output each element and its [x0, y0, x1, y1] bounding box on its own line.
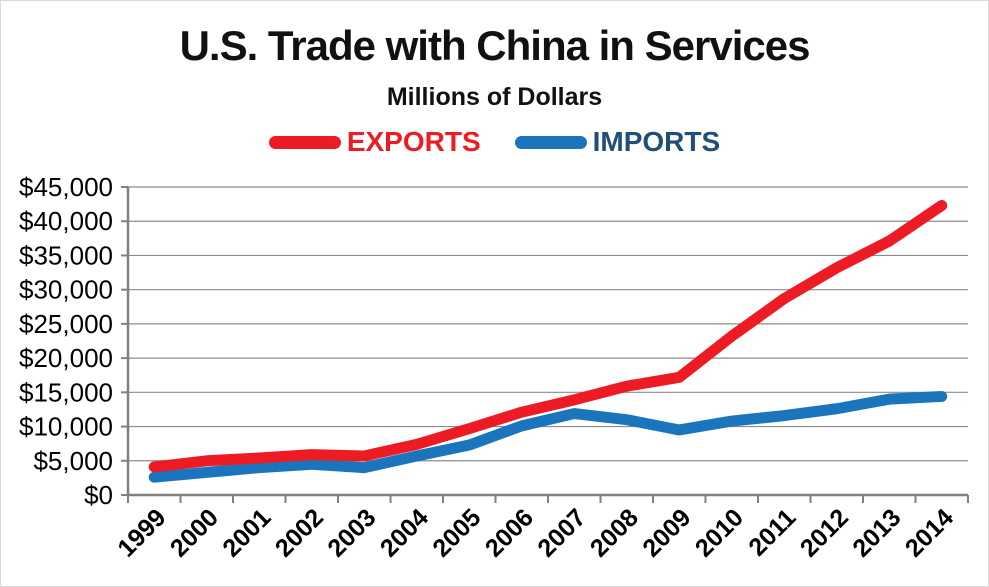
- x-tick-label: 2009: [637, 503, 696, 562]
- y-tick-label: $10,000: [19, 412, 113, 442]
- legend-item-exports: EXPORTS: [268, 126, 481, 157]
- y-tick-label: $20,000: [19, 343, 113, 373]
- x-tick-label: 2005: [427, 503, 486, 562]
- chart-subtitle: Millions of Dollars: [386, 83, 603, 111]
- x-tick-label: 2004: [375, 503, 434, 562]
- imports-line-swatch: [514, 135, 587, 149]
- y-tick-label: $0: [84, 480, 113, 510]
- axes: [121, 186, 969, 503]
- x-tick-label: 2003: [322, 503, 381, 562]
- exports-line-swatch: [268, 135, 341, 149]
- x-tick-label: 2008: [585, 503, 644, 562]
- x-tick-label: 2011: [743, 503, 801, 561]
- legend-label-exports: EXPORTS: [346, 126, 481, 157]
- x-tick-label: 2014: [900, 503, 959, 562]
- y-tick-label: $40,000: [19, 206, 113, 236]
- x-tick-label: 2010: [690, 503, 749, 562]
- y-tick-label: $25,000: [19, 309, 113, 339]
- x-tick-label: 2013: [847, 503, 906, 562]
- y-tick-label: $45,000: [19, 172, 113, 202]
- y-tick-label: $15,000: [19, 377, 113, 407]
- legend-item-imports: IMPORTS: [514, 126, 721, 157]
- x-tick-label: 2012: [795, 503, 854, 562]
- legend: EXPORTS IMPORTS: [1, 128, 988, 156]
- x-tick-label: 2006: [480, 503, 539, 562]
- x-tick-labels: 1999200020012002200320042005200620072008…: [112, 503, 959, 562]
- x-tick-label: 1999: [112, 503, 171, 562]
- y-tick-labels: $0 $5,000 $10,000 $15,000 $20,000 $25,000 $30,…: [19, 172, 113, 510]
- chart-title: U.S. Trade with China in Services: [179, 22, 811, 69]
- x-tick-label: 2007: [532, 503, 591, 562]
- imports-line: [148, 390, 948, 483]
- x-tick-label: 2000: [165, 503, 224, 562]
- y-tick-label: $5,000: [33, 446, 113, 476]
- y-tick-label: $30,000: [19, 275, 113, 305]
- y-gridlines: [128, 186, 968, 462]
- exports-line: [148, 199, 948, 473]
- legend-label-imports: IMPORTS: [592, 126, 721, 157]
- y-tick-label: $35,000: [19, 240, 113, 270]
- x-tick-label: 2002: [270, 503, 329, 562]
- x-tick-label: 2001: [217, 503, 276, 562]
